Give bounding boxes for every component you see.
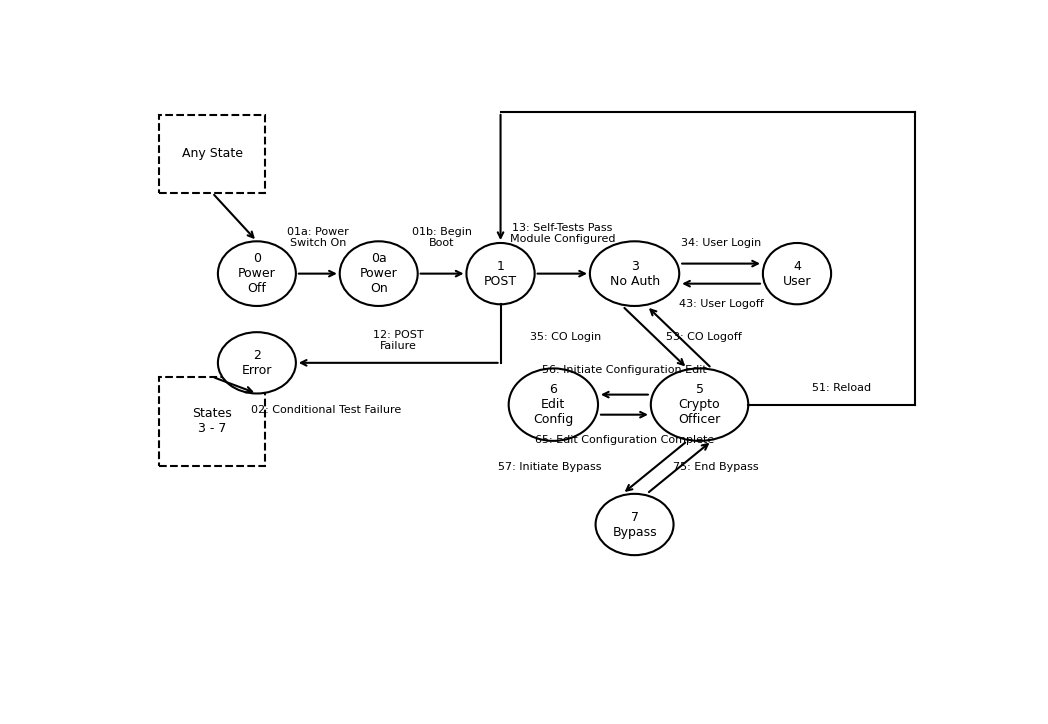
Text: 34: User Login: 34: User Login	[681, 238, 761, 248]
Text: 75: End Bypass: 75: End Bypass	[673, 463, 759, 472]
Text: 4
User: 4 User	[783, 260, 811, 287]
Ellipse shape	[340, 241, 418, 306]
Text: 7
Bypass: 7 Bypass	[612, 510, 657, 539]
FancyBboxPatch shape	[159, 114, 265, 193]
Text: 56: Initiate Configuration Edit: 56: Initiate Configuration Edit	[542, 364, 706, 374]
Text: 57: Initiate Bypass: 57: Initiate Bypass	[498, 463, 602, 472]
Ellipse shape	[651, 369, 748, 441]
Ellipse shape	[595, 494, 674, 555]
FancyBboxPatch shape	[159, 376, 265, 466]
Ellipse shape	[508, 369, 598, 441]
Text: 43: User Logoff: 43: User Logoff	[679, 299, 763, 309]
Text: 2
Error: 2 Error	[242, 349, 272, 376]
Text: 53: CO Logoff: 53: CO Logoff	[665, 332, 742, 342]
Text: 35: CO Login: 35: CO Login	[530, 332, 602, 342]
Text: 0a
Power
On: 0a Power On	[359, 252, 397, 295]
Text: States
3 - 7: States 3 - 7	[193, 408, 232, 435]
Text: 12: POST
Failure: 12: POST Failure	[373, 329, 423, 351]
Text: 0
Power
Off: 0 Power Off	[238, 252, 276, 295]
Text: 51: Reload: 51: Reload	[812, 383, 871, 393]
Ellipse shape	[763, 243, 831, 304]
Text: 13: Self-Tests Pass
Module Configured: 13: Self-Tests Pass Module Configured	[509, 223, 615, 244]
Text: 01b: Begin
Boot: 01b: Begin Boot	[412, 227, 472, 248]
Ellipse shape	[218, 332, 296, 394]
Ellipse shape	[218, 241, 296, 306]
Text: 1
POST: 1 POST	[484, 260, 517, 287]
Text: 02: Conditional Test Failure: 02: Conditional Test Failure	[250, 405, 401, 416]
Text: 3
No Auth: 3 No Auth	[610, 260, 659, 287]
Ellipse shape	[590, 241, 679, 306]
Text: 01a: Power
Switch On: 01a: Power Switch On	[287, 227, 349, 248]
Text: Any State: Any State	[181, 147, 243, 160]
Text: 6
Edit
Config: 6 Edit Config	[533, 383, 573, 426]
Text: 5
Crypto
Officer: 5 Crypto Officer	[678, 383, 721, 426]
Ellipse shape	[466, 243, 534, 304]
Text: 65: Edit Configuration Complete: 65: Edit Configuration Complete	[534, 435, 714, 445]
